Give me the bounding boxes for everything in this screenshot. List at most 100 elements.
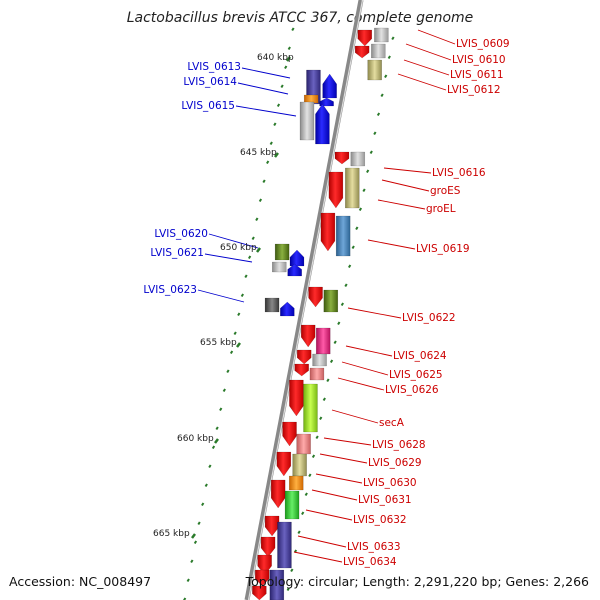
leader-line — [377, 199, 426, 210]
tick-mark — [211, 445, 216, 450]
gene-label[interactable]: LVIS_0628 — [372, 439, 426, 451]
gene-block — [276, 451, 292, 477]
gene-label[interactable]: LVIS_0621 — [150, 247, 204, 259]
gene-label[interactable]: LVIS_0614 — [183, 76, 237, 88]
gene-block — [254, 569, 270, 587]
leader-line — [405, 43, 452, 61]
tick-mark — [355, 226, 359, 231]
tick-mark — [190, 559, 194, 564]
gene-block — [374, 27, 389, 43]
tick-mark — [273, 122, 277, 127]
gene-block — [299, 101, 315, 141]
gene-block — [252, 585, 267, 600]
leader-line — [241, 67, 291, 79]
leader-line — [319, 453, 368, 464]
gene-label[interactable]: LVIS_0623 — [143, 284, 197, 296]
tick-mark — [380, 93, 384, 98]
leader-line — [293, 551, 343, 563]
gene-block — [335, 215, 351, 257]
major-tick — [286, 56, 291, 62]
tick-mark — [237, 312, 241, 317]
tick-mark — [215, 426, 219, 431]
gene-block — [280, 301, 295, 317]
tick-mark — [186, 578, 190, 583]
gene-label[interactable]: LVIS_0619 — [416, 243, 470, 255]
tick-mark — [266, 160, 270, 165]
tick-mark — [244, 274, 248, 279]
gene-label[interactable]: LVIS_0613 — [187, 61, 241, 73]
major-tick — [274, 152, 279, 158]
leader-line — [235, 105, 297, 117]
leader-line — [417, 29, 456, 45]
tick-mark — [362, 188, 366, 193]
gene-block — [320, 212, 336, 252]
gene-block — [323, 289, 339, 313]
gene-label[interactable]: LVIS_0629 — [368, 457, 422, 469]
gene-features[interactable] — [252, 27, 389, 600]
gene-label[interactable]: LVIS_0620 — [154, 228, 208, 240]
gene-label[interactable]: LVIS_0625 — [389, 369, 443, 381]
scale-tick-label: 660 kbp — [177, 434, 214, 444]
gene-label[interactable]: LVIS_0609 — [456, 38, 510, 50]
leader-line — [297, 535, 347, 548]
gene-label[interactable]: LVIS_0634 — [343, 556, 397, 568]
gene-block — [264, 297, 280, 313]
gene-label[interactable]: LVIS_0633 — [347, 541, 401, 553]
tick-mark — [344, 283, 348, 288]
gene-block — [350, 151, 366, 167]
gene-block — [303, 383, 318, 433]
tick-mark — [291, 27, 295, 32]
genome-backbone — [244, 0, 364, 600]
scale-tick-label: 640 kbp — [257, 53, 294, 63]
gene-label[interactable]: LVIS_0616 — [432, 167, 486, 179]
major-tick — [191, 533, 196, 539]
gene-block — [296, 349, 312, 365]
gene-label[interactable]: LVIS_0630 — [363, 477, 417, 489]
tick-mark — [329, 359, 334, 364]
tick-mark — [373, 131, 377, 136]
gene-block — [296, 433, 311, 455]
tick-mark — [376, 112, 381, 117]
tick-mark — [240, 293, 244, 298]
tick-mark — [358, 207, 363, 212]
tick-mark — [251, 236, 255, 241]
gene-label[interactable]: LVIS_0612 — [447, 84, 501, 96]
leader-line — [237, 82, 289, 95]
gene-block — [357, 29, 373, 47]
gene-block — [319, 97, 334, 107]
tick-marks — [183, 27, 395, 600]
leader-line — [197, 289, 245, 303]
gene-label[interactable]: LVIS_0615 — [181, 100, 235, 112]
gene-label[interactable]: LVIS_0611 — [450, 69, 504, 81]
gene-label[interactable]: secA — [379, 417, 405, 429]
gene-label[interactable]: LVIS_0624 — [393, 350, 447, 362]
gene-block — [315, 327, 331, 355]
tick-mark — [326, 378, 330, 383]
tick-mark — [333, 340, 337, 345]
gene-block — [289, 379, 304, 417]
gene-label[interactable]: groEL — [426, 203, 456, 215]
gene-block — [371, 43, 386, 59]
gene-label[interactable]: LVIS_0610 — [452, 54, 506, 66]
gene-label[interactable]: groES — [430, 185, 461, 197]
minus-strand-labels: LVIS_0613 LVIS_0614 LVIS_0615 LVIS_0620 … — [143, 61, 241, 296]
gene-block — [300, 324, 316, 348]
tick-mark — [219, 407, 223, 412]
gene-block — [288, 475, 304, 491]
gene-label[interactable]: LVIS_0622 — [402, 312, 456, 324]
leader-line — [403, 59, 450, 76]
leader-line — [397, 73, 447, 91]
gene-label[interactable]: LVIS_0626 — [385, 384, 439, 396]
tick-mark — [297, 530, 301, 535]
leader-line — [311, 489, 358, 501]
accession-text: Accession: NC_008497 — [9, 574, 152, 589]
genome-stats-text: Topology: circular; Length: 2,291,220 bp… — [245, 574, 589, 589]
tick-mark — [319, 416, 323, 421]
gene-label[interactable]: LVIS_0632 — [353, 514, 407, 526]
gene-label[interactable]: LVIS_0631 — [358, 494, 412, 506]
map-title: Lactobacillus brevis ATCC 367, complete … — [126, 10, 474, 26]
scale-tick-label: 650 kbp — [220, 243, 257, 253]
tick-mark — [183, 597, 187, 600]
tick-mark — [280, 84, 284, 89]
